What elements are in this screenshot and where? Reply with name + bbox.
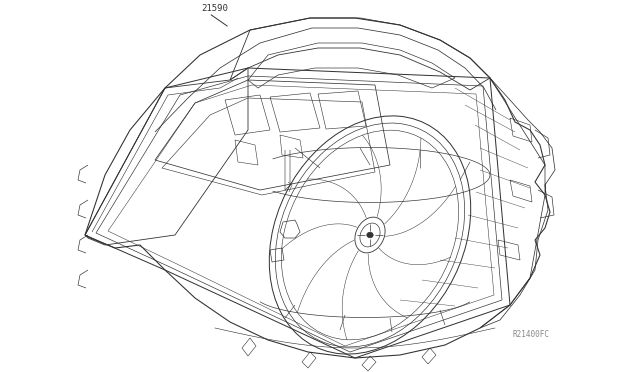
Text: 21590: 21590 xyxy=(202,4,228,13)
Ellipse shape xyxy=(367,232,373,238)
Text: R21400FC: R21400FC xyxy=(513,330,550,339)
